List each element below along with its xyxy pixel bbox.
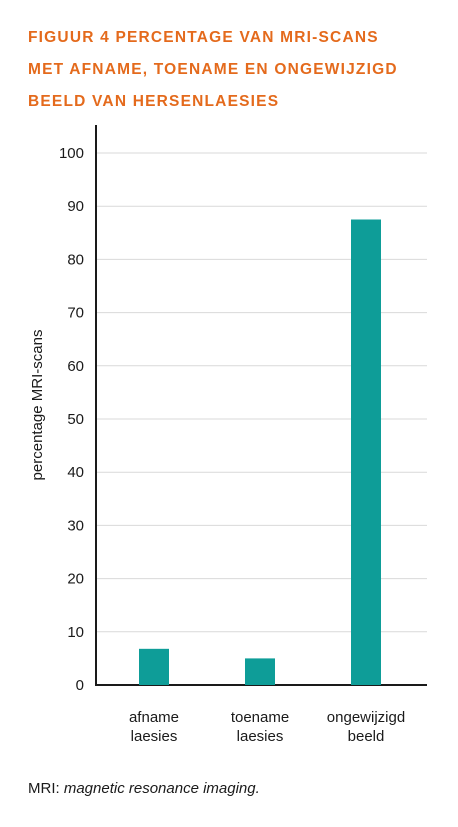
y-axis-label: percentage MRI-scans <box>29 330 46 481</box>
y-tick-label: 60 <box>67 358 84 375</box>
y-tick-label: 50 <box>67 411 84 428</box>
footnote: MRI: magnetic resonance imaging. <box>28 780 260 797</box>
y-tick-label: 100 <box>59 145 84 162</box>
y-tick-label: 10 <box>67 624 84 641</box>
y-tick-label: 0 <box>76 677 84 694</box>
bar <box>139 648 169 685</box>
x-tick-label: toename laesies <box>231 709 289 745</box>
figure-title: FIGUUR 4 PERCENTAGE VAN MRI-SCANS MET AF… <box>28 22 438 118</box>
footnote-description: magnetic resonance imaging. <box>63 780 260 797</box>
y-tick-label: 90 <box>67 198 84 215</box>
x-tick-label: ongewijzigd beeld <box>327 709 405 745</box>
figure-title-line: FIGUUR 4 PERCENTAGE VAN MRI-SCANS <box>28 29 379 46</box>
y-tick-label: 40 <box>67 464 84 481</box>
y-tick-label: 70 <box>67 305 84 322</box>
x-tick-label: afname laesies <box>129 709 179 745</box>
bar <box>351 219 381 685</box>
y-tick-label: 20 <box>67 571 84 588</box>
figure-title-line: MET AFNAME, TOENAME EN ONGEWIJZIGD <box>28 61 398 78</box>
figure-title-line: BEELD VAN HERSENLAESIES <box>28 93 280 110</box>
y-tick-label: 30 <box>67 517 84 534</box>
bar <box>245 658 275 685</box>
y-tick-label: 80 <box>67 251 84 268</box>
footnote-abbreviation: MRI: <box>28 780 60 797</box>
bar-chart: 0 10 20 30 40 50 60 70 80 90 100 percentage MRI-sca… <box>29 125 427 745</box>
